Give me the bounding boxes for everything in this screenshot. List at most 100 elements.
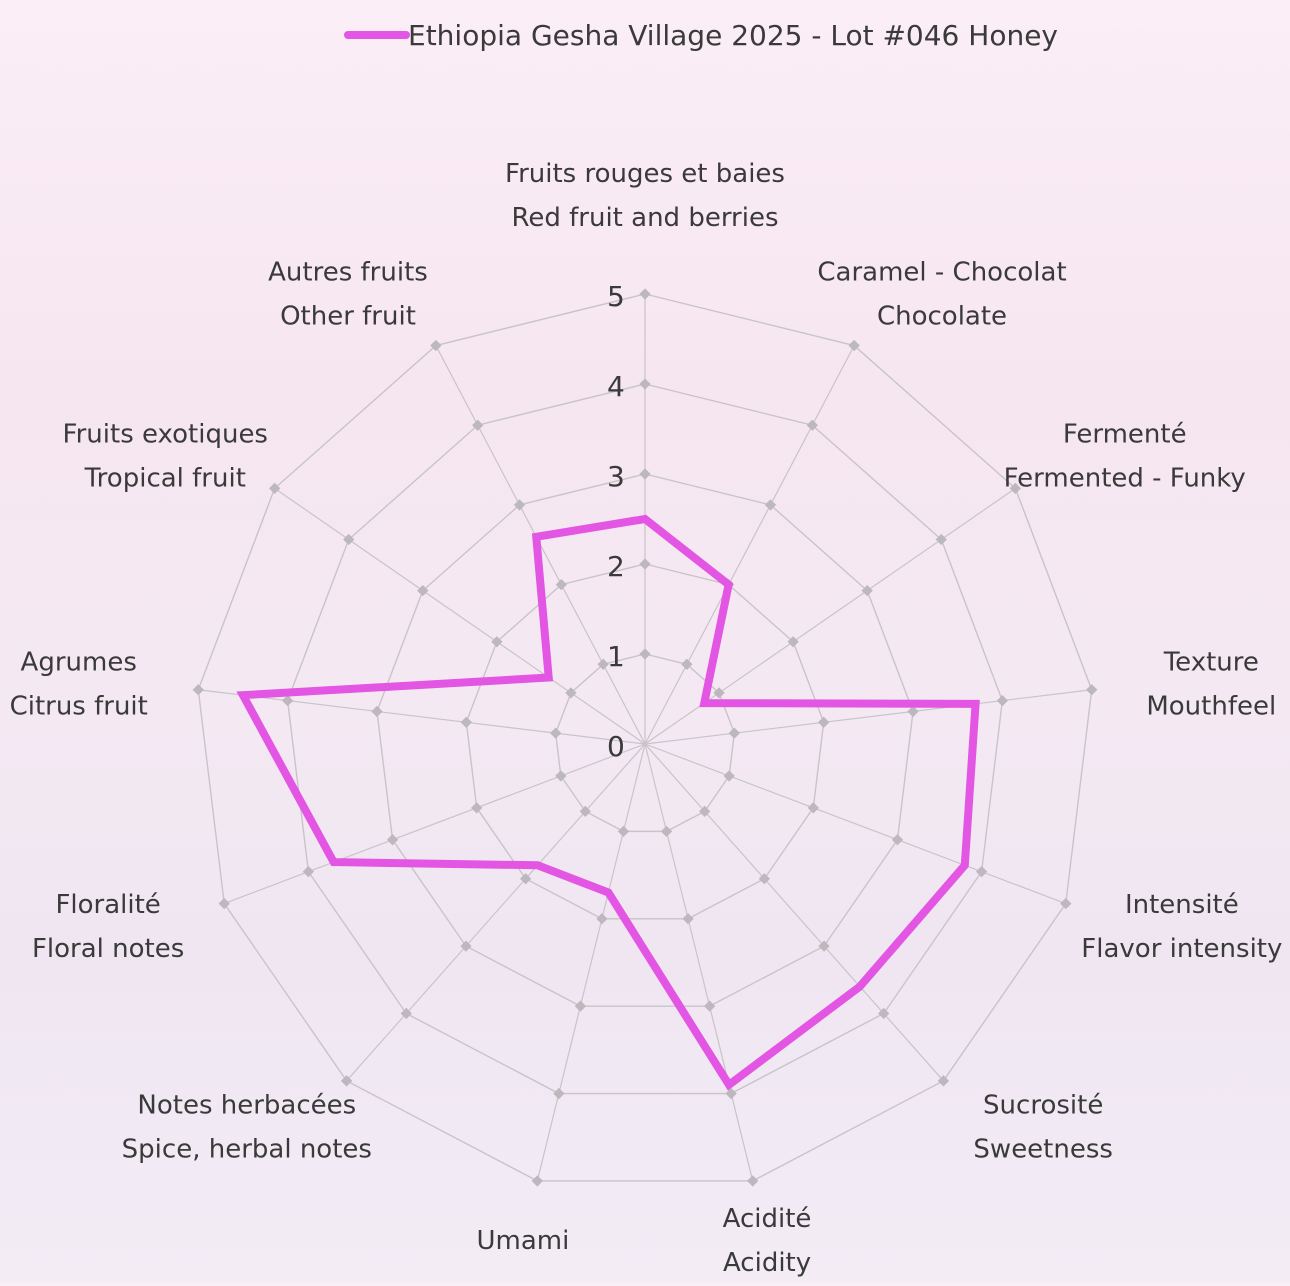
spoke-line	[644, 743, 754, 1182]
grid-marker	[574, 1000, 587, 1012]
grid-marker	[935, 533, 947, 546]
axis-label-text: Caramel - Chocolat	[817, 257, 1066, 287]
axis-label-text: Acidité	[723, 1204, 812, 1234]
series-point	[856, 983, 863, 990]
axis-label-text: Floralité	[55, 890, 160, 920]
series-point	[642, 516, 648, 522]
series-point	[972, 700, 979, 707]
series-point	[239, 692, 246, 699]
spoke-line	[644, 743, 1066, 905]
grid-marker	[713, 687, 725, 699]
axis-label-text: Intensité	[1125, 890, 1239, 920]
series-point	[330, 859, 337, 866]
grid-marker	[878, 1007, 890, 1020]
grid-marker	[699, 805, 711, 818]
series-point	[534, 862, 541, 869]
axis-label-text: Fruits exotiques	[63, 419, 268, 449]
grid-marker	[400, 1007, 412, 1020]
grid-marker	[555, 578, 568, 591]
grid-marker	[417, 584, 429, 597]
grid-marker	[848, 339, 860, 352]
axis-label-7: Umami	[477, 1226, 570, 1256]
axis-label-0: Fruits rouges et baies Red fruit and berr…	[505, 159, 785, 233]
grid-marker	[787, 636, 799, 648]
series-point	[533, 533, 540, 540]
axis-label-1: Caramel - Chocolat Chocolate	[817, 257, 1066, 331]
grid-marker	[891, 834, 904, 846]
axis-label-4: Intensité Flavor intensity	[1081, 890, 1282, 964]
axis-label-11: Fruits exotiques Tropical fruit	[63, 419, 268, 493]
grid-marker	[996, 694, 1009, 707]
grid-marker	[639, 378, 651, 390]
legend-label: Ethiopia Gesha Village 2025 - Lot #046 H…	[408, 19, 1058, 52]
grid-marker	[531, 1175, 543, 1187]
grid-marker	[807, 802, 819, 814]
grid-marker	[937, 1075, 950, 1087]
spoke-line	[346, 743, 646, 1082]
grid-marker	[597, 658, 609, 670]
grid-marker	[1060, 897, 1072, 910]
axis-label-12: Autres fruits Other fruit	[268, 257, 428, 331]
axis-label-text: Floral notes	[32, 934, 184, 964]
grid-marker	[513, 499, 526, 511]
legend[interactable]: Ethiopia Gesha Village 2025 - Lot #046 H…	[344, 19, 1058, 52]
axis-label-text: Agrumes	[21, 648, 137, 678]
axis-label-text: Texture	[1163, 648, 1259, 678]
axis-label-2: Fermenté Fermented - Funky	[1004, 419, 1246, 493]
axis-label-text: Flavor intensity	[1081, 934, 1282, 964]
grid-marker	[728, 727, 741, 739]
series-point	[961, 862, 968, 869]
grid-marker	[302, 866, 315, 878]
axis-label-10: Agrumes Citrus fruit	[10, 648, 148, 722]
series-point	[545, 674, 552, 681]
tick-label: 5	[607, 280, 625, 313]
grid-marker	[725, 1087, 737, 1100]
grid-marker	[617, 825, 630, 838]
grid-marker	[460, 940, 472, 952]
tick-label: 0	[607, 730, 625, 763]
axis-label-3: Texture Mouthfeel	[1146, 648, 1276, 722]
grid-marker	[907, 705, 919, 718]
grid-marker	[975, 866, 988, 878]
grid-marker	[818, 716, 830, 728]
grid-marker	[861, 584, 873, 597]
axis-label-text: Chocolate	[877, 301, 1007, 331]
grid-marker	[579, 805, 591, 818]
axis-label-text: Sucrosité	[983, 1091, 1103, 1121]
grid-marker	[723, 770, 735, 782]
axis-label-text: Fermented - Funky	[1004, 463, 1246, 493]
axis-label-text: Umami	[477, 1226, 570, 1256]
grid-marker	[519, 873, 532, 885]
tick-label: 2	[607, 550, 625, 583]
series-point	[725, 581, 732, 588]
grid-marker	[491, 636, 503, 648]
tick-label: 1	[607, 640, 625, 673]
grid-marker	[818, 940, 830, 952]
axis-label-8: Notes herbacées Spice, herbal notes	[122, 1091, 372, 1165]
grid-ring	[197, 293, 1093, 1182]
grid-marker	[471, 802, 483, 814]
series-layer	[236, 514, 980, 1091]
grid-marker	[565, 687, 577, 699]
grid-marker	[549, 727, 562, 739]
axis-label-text: Citrus fruit	[10, 692, 148, 722]
tick-label: 4	[607, 370, 625, 403]
axis-label-text: Mouthfeel	[1146, 692, 1276, 722]
grid-marker	[460, 716, 472, 728]
axis-label-text: Fermenté	[1063, 419, 1187, 449]
spoke-line	[536, 743, 646, 1182]
grid-ring	[376, 473, 914, 1007]
axis-label-text: Red fruit and berries	[511, 203, 778, 233]
grid-marker	[758, 873, 771, 885]
grid-marker	[806, 419, 818, 431]
grid-ring	[286, 383, 1004, 1095]
grid-marker	[682, 913, 694, 925]
grid-marker	[555, 770, 567, 782]
series-point	[701, 700, 708, 707]
spoke-line	[644, 743, 944, 1082]
grid-marker	[681, 658, 693, 670]
grid-marker	[472, 419, 484, 431]
grid-marker	[269, 482, 281, 495]
spoke-line	[644, 689, 1092, 745]
